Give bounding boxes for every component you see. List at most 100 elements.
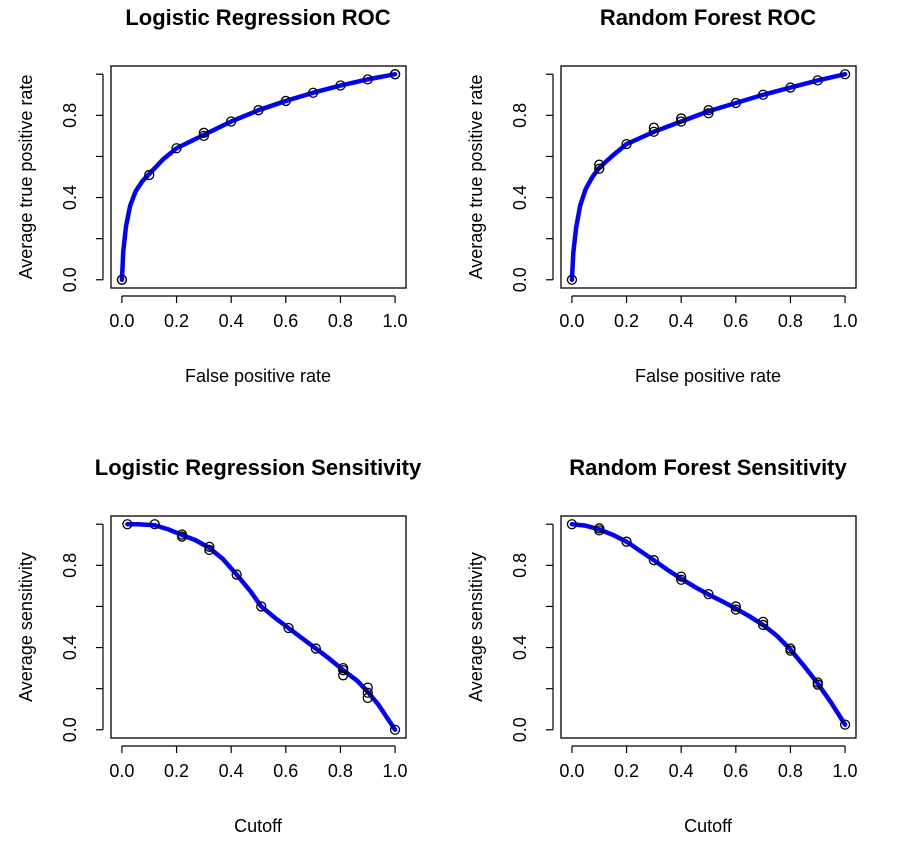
plot-frame [110,515,407,739]
y-axis-label: Average sensitivity [466,552,486,702]
panel-random-forest-sensitivity: Random Forest Sensitivity Cutoff Average… [466,455,858,836]
y-tick-label: 0.8 [510,553,530,578]
data-point [676,116,687,127]
x-axis-label: False positive rate [185,366,331,386]
data-point [757,89,769,100]
data-point [621,536,632,547]
data-point [621,138,632,150]
y-tick-label: 0.0 [60,717,80,742]
y-axis-label: Average true positive rate [466,75,486,280]
data-point [566,274,578,285]
plot-frame [110,65,407,289]
x-axis: 0.0 0.2 0.4 0.6 0.8 1.0 [109,295,408,331]
x-tick-label: 0.0 [109,311,134,331]
data-point [812,75,823,86]
chart-title: Random Forest Sensitivity [569,455,847,480]
y-axis: 0.0 0.4 0.8 [510,523,554,742]
x-axis-label: Cutoff [684,816,733,836]
data-point [676,113,687,124]
data-point [198,127,210,138]
data-point [144,169,155,181]
x-tick-label: 0.8 [328,311,353,331]
data-point [362,682,373,693]
x-tick-label: 0.2 [164,311,189,331]
y-tick-label: 0.4 [60,635,80,660]
data-point [122,519,133,530]
data-point [703,108,714,119]
x-tick-label: 0.4 [219,311,244,331]
y-tick-label: 0.8 [510,103,530,128]
panel-logistic-regression-roc: Logistic Regression ROC False positive r… [16,5,408,386]
data-point [785,645,796,656]
y-axis: 0.0 0.4 0.8 [60,73,104,292]
data-point [198,130,210,142]
x-tick-label: 0.6 [723,761,748,781]
y-tick-label: 0.4 [60,185,80,210]
series-line [569,71,848,283]
data-point [256,601,267,612]
data-point [389,69,401,80]
x-tick-label: 0.0 [109,761,134,781]
data-point [204,541,215,552]
data-point [648,126,660,137]
x-tick-label: 0.0 [559,311,584,331]
data-point [839,719,851,730]
y-axis-label: Average true positive rate [16,75,36,280]
data-point [362,687,373,698]
data-point [307,87,319,98]
data-point [785,82,796,93]
panel-logistic-regression-sensitivity: Logistic Regression Sensitivity Cutoff A… [16,455,422,836]
x-tick-label: 0.2 [614,311,639,331]
data-point [149,519,160,530]
y-axis: 0.0 0.4 0.8 [60,523,104,742]
data-point [757,616,769,628]
y-tick-label: 0.8 [60,553,80,578]
x-tick-label: 1.0 [833,761,858,781]
y-axis: 0.0 0.4 0.8 [510,73,554,292]
data-point [116,274,128,285]
data-point [338,670,349,681]
data-point [676,571,687,582]
data-point [566,519,578,530]
x-tick-label: 0.6 [723,311,748,331]
x-tick-label: 0.2 [614,761,639,781]
x-tick-label: 0.4 [669,761,694,781]
data-point [757,619,769,631]
x-tick-label: 1.0 [383,761,408,781]
data-point [594,163,605,174]
x-tick-label: 0.8 [778,761,803,781]
x-tick-label: 0.2 [164,761,189,781]
y-tick-label: 0.0 [510,717,530,742]
data-point [594,525,605,536]
data-point [389,724,401,735]
y-tick-label: 0.0 [510,267,530,292]
x-tick-label: 0.8 [778,311,803,331]
data-point [703,588,714,600]
x-tick-label: 0.6 [273,761,298,781]
x-axis: 0.0 0.2 0.4 0.6 0.8 1.0 [559,295,858,331]
data-point [594,159,605,170]
data-point [253,105,264,116]
data-point [839,69,851,80]
data-point [280,95,291,107]
data-point [171,143,182,154]
x-tick-label: 0.4 [219,761,244,781]
y-tick-label: 0.0 [60,267,80,292]
data-point [703,105,714,116]
x-tick-label: 1.0 [383,311,408,331]
chart-title: Logistic Regression Sensitivity [95,455,422,480]
data-point [730,604,741,615]
x-tick-label: 0.0 [559,761,584,781]
data-point [176,531,188,542]
data-point [338,665,349,676]
data-point [648,555,660,566]
x-tick-label: 0.4 [669,311,694,331]
y-tick-label: 0.4 [510,185,530,210]
data-point [730,97,741,109]
y-tick-label: 0.4 [510,635,530,660]
data-point [362,692,373,704]
series-line [119,71,398,283]
data-point [730,601,741,612]
